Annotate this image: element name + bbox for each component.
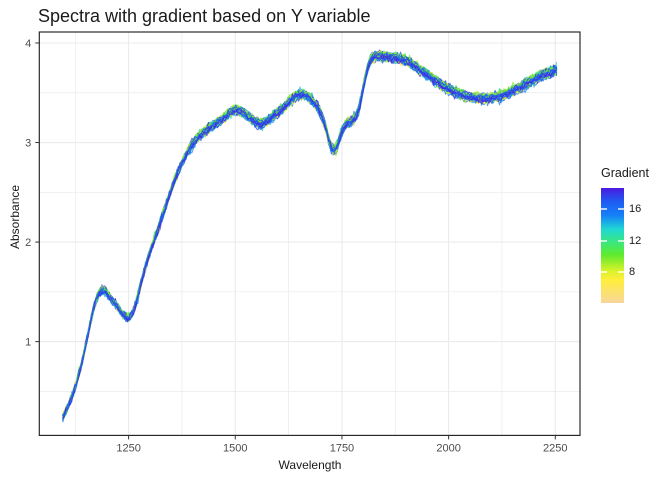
- svg-text:4: 4: [25, 38, 31, 50]
- svg-text:1250: 1250: [116, 442, 140, 454]
- svg-text:2000: 2000: [436, 442, 460, 454]
- svg-text:1750: 1750: [330, 442, 354, 454]
- svg-text:3: 3: [25, 138, 31, 150]
- svg-text:1500: 1500: [223, 442, 247, 454]
- svg-text:2: 2: [25, 237, 31, 249]
- svg-text:1: 1: [25, 337, 31, 349]
- svg-text:2250: 2250: [543, 442, 567, 454]
